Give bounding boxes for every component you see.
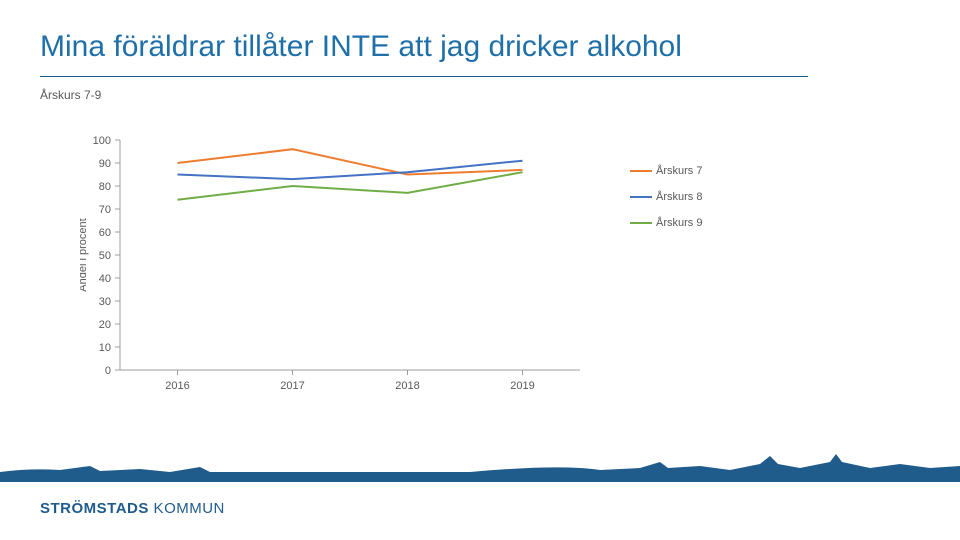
- svg-text:Andel i procent: Andel i procent: [80, 218, 89, 291]
- legend-item: Årskurs 9: [630, 217, 702, 229]
- svg-text:30: 30: [99, 296, 111, 308]
- subtitle: Årskurs 7-9: [40, 88, 101, 102]
- svg-text:60: 60: [99, 227, 111, 239]
- svg-text:2019: 2019: [510, 380, 534, 392]
- legend-swatch: [630, 196, 652, 198]
- svg-text:2017: 2017: [280, 380, 304, 392]
- svg-text:80: 80: [99, 181, 111, 193]
- legend-item: Årskurs 8: [630, 191, 702, 203]
- svg-text:50: 50: [99, 250, 111, 262]
- svg-text:20: 20: [99, 319, 111, 331]
- svg-text:2016: 2016: [165, 380, 189, 392]
- line-chart: 0 10 20 30 40 50 60 70 80 90 100 2016 2017 2018 2019 An…: [80, 130, 600, 410]
- legend-label: Årskurs 8: [656, 191, 702, 203]
- svg-text:40: 40: [99, 273, 111, 285]
- legend-label: Årskurs 9: [656, 217, 702, 229]
- svg-text:70: 70: [99, 204, 111, 216]
- svg-text:90: 90: [99, 158, 111, 170]
- legend-item: Årskurs 7: [630, 165, 702, 177]
- svg-text:10: 10: [99, 342, 111, 354]
- legend-swatch: [630, 222, 652, 224]
- page-title: Mina föräldrar tillåter INTE att jag dri…: [40, 30, 682, 64]
- title-underline: [40, 76, 808, 77]
- svg-text:0: 0: [105, 365, 111, 377]
- footer-logo: STRÖMSTADS KOMMUN: [40, 500, 225, 517]
- legend: Årskurs 7 Årskurs 8 Årskurs 9: [630, 165, 702, 243]
- legend-label: Årskurs 7: [656, 165, 702, 177]
- legend-swatch: [630, 170, 652, 172]
- svg-text:2018: 2018: [395, 380, 419, 392]
- svg-text:100: 100: [93, 135, 111, 147]
- logo-bold: STRÖMSTADS: [40, 500, 149, 517]
- logo-thin: KOMMUN: [149, 500, 225, 517]
